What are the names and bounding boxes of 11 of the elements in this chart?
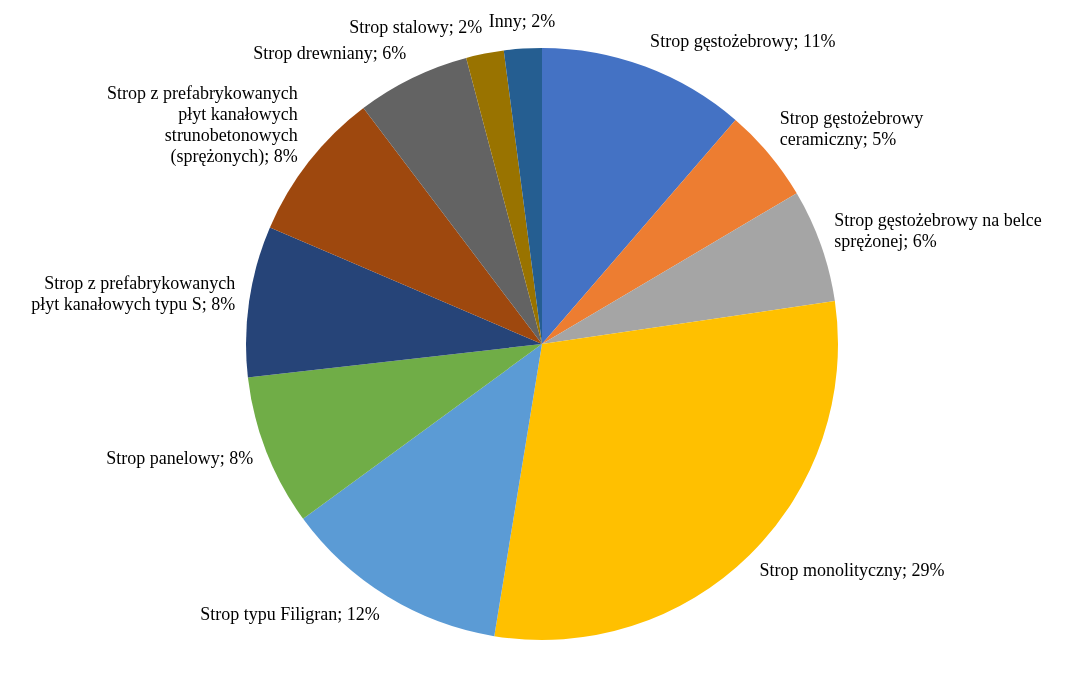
slice-label: Strop z prefabrykowanych płyt kanałowych typu S; 8% [31, 272, 236, 314]
slice-label: Strop z prefabrykowanych płyt kanałowych strunobetonowych (sprężonych); 8% [106, 82, 298, 167]
slice-label: Strop stalowy; 2% [349, 16, 483, 37]
slice-label: Strop typu Filigran; 12% [200, 604, 380, 625]
slice-label: Strop gęstożebrowy ceramiczny; 5% [779, 108, 924, 150]
slice-label: Strop monolityczny; 29% [759, 559, 945, 580]
slice-label: Inny; 2% [488, 11, 556, 32]
slice-label: Strop gęstożebrowy na belce sprężonej; 6% [834, 210, 1042, 252]
slice-label: Strop gęstożebrowy; 11% [650, 30, 836, 51]
slice-label: Strop drewniany; 6% [253, 43, 407, 64]
slice-label: Strop panelowy; 8% [106, 447, 254, 468]
